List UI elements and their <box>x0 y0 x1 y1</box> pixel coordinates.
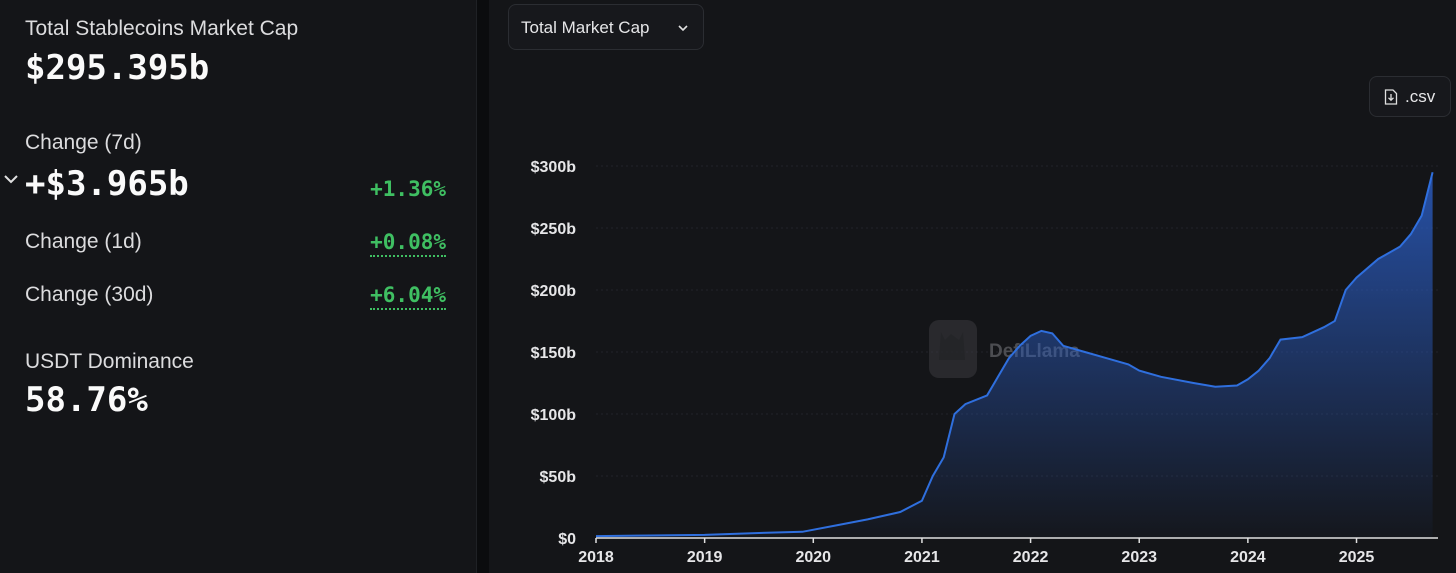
change-1d-percent[interactable]: +0.08% <box>370 230 446 257</box>
y-tick-label: $150b <box>531 345 577 362</box>
chevron-down-icon[interactable] <box>2 170 20 188</box>
metric-dropdown-label: Total Market Cap <box>521 18 650 37</box>
change-7d-label: Change (7d) <box>25 131 142 154</box>
change-30d-percent[interactable]: +6.04% <box>370 283 446 310</box>
x-tick-label: 2019 <box>687 549 723 566</box>
market-cap-area <box>596 172 1433 538</box>
x-tick-label: 2023 <box>1121 549 1157 566</box>
download-file-icon <box>1384 89 1398 105</box>
x-tick-label: 2024 <box>1230 549 1266 566</box>
y-tick-label: $0 <box>558 531 576 548</box>
usdt-dominance-value: 58.76% <box>25 380 148 420</box>
market-cap-line <box>595 171 1434 538</box>
change-7d-percent: +1.36% <box>370 177 446 201</box>
x-tick-label: 2025 <box>1339 549 1375 566</box>
y-tick-label: $300b <box>531 159 577 176</box>
total-market-cap-label: Total Stablecoins Market Cap <box>25 17 299 40</box>
x-tick-label: 2022 <box>1013 549 1049 566</box>
panel-divider <box>476 0 490 573</box>
summary-panel: Total Stablecoins Market Cap $295.395b C… <box>0 0 476 573</box>
x-tick-label: 2020 <box>795 549 831 566</box>
change-1d-label: Change (1d) <box>25 230 142 253</box>
change-7d-value: +$3.965b <box>25 164 189 204</box>
total-market-cap-value: $295.395b <box>25 48 210 88</box>
usdt-dominance-label: USDT Dominance <box>25 350 194 373</box>
y-axis: $0 $50b $100b $150b $200b $250b $300b <box>531 159 577 548</box>
change-30d-label: Change (30d) <box>25 283 154 306</box>
y-tick-label: $100b <box>531 407 577 424</box>
y-tick-label: $200b <box>531 283 577 300</box>
x-axis: 2018 2019 2020 2021 2022 2023 2024 2025 <box>578 538 1374 566</box>
y-tick-label: $50b <box>540 469 577 486</box>
metric-dropdown[interactable]: Total Market Cap <box>508 4 704 50</box>
chevron-down-icon <box>678 25 688 32</box>
y-tick-label: $250b <box>531 221 577 238</box>
csv-button-label: .csv <box>1405 87 1436 106</box>
download-csv-button[interactable]: .csv <box>1369 76 1451 117</box>
x-tick-label: 2018 <box>578 549 614 566</box>
x-tick-label: 2021 <box>904 549 940 566</box>
market-cap-chart: $0 $50b $100b $150b $200b $250b $300b 2018 2019… <box>531 159 1438 566</box>
